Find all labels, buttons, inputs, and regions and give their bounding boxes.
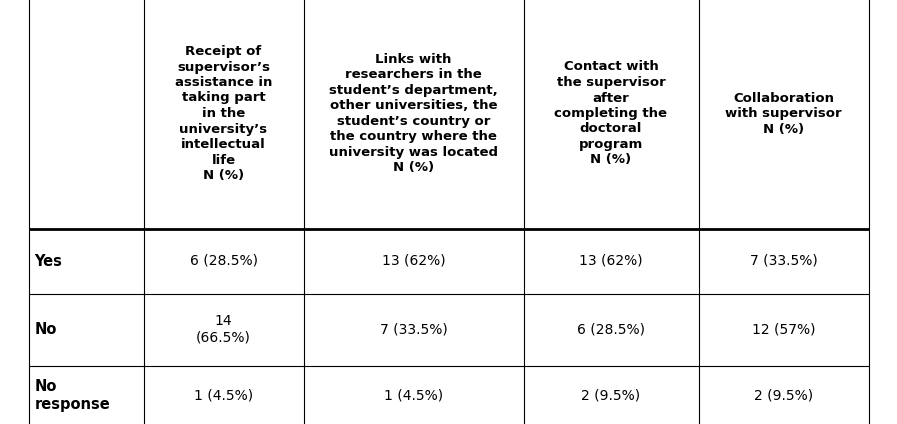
- Text: Contact with
the supervisor
after
completing the
doctoral
program
N (%): Contact with the supervisor after comple…: [554, 61, 667, 167]
- Text: Yes: Yes: [34, 254, 63, 268]
- Text: 13 (62%): 13 (62%): [579, 254, 643, 268]
- Text: 7 (33.5%): 7 (33.5%): [379, 323, 448, 337]
- Text: Links with
researchers in the
student’s department,
other universities, the
stud: Links with researchers in the student’s …: [329, 53, 498, 174]
- Text: 1 (4.5%): 1 (4.5%): [194, 388, 253, 402]
- Text: Collaboration
with supervisor
N (%): Collaboration with supervisor N (%): [725, 92, 841, 136]
- Text: Receipt of
supervisor’s
assistance in
taking part
in the
university’s
intellectu: Receipt of supervisor’s assistance in ta…: [175, 45, 272, 182]
- Text: 13 (62%): 13 (62%): [382, 254, 445, 268]
- Text: 6 (28.5%): 6 (28.5%): [577, 323, 645, 337]
- Text: No: No: [34, 322, 57, 337]
- Text: 12 (57%): 12 (57%): [752, 323, 815, 337]
- Text: 7 (33.5%): 7 (33.5%): [750, 254, 817, 268]
- Text: 6 (28.5%): 6 (28.5%): [189, 254, 257, 268]
- Text: 2 (9.5%): 2 (9.5%): [754, 388, 813, 402]
- Text: 1 (4.5%): 1 (4.5%): [384, 388, 443, 402]
- Text: No
response: No response: [34, 379, 110, 412]
- Text: 2 (9.5%): 2 (9.5%): [581, 388, 640, 402]
- Text: 14
(66.5%): 14 (66.5%): [196, 314, 251, 345]
